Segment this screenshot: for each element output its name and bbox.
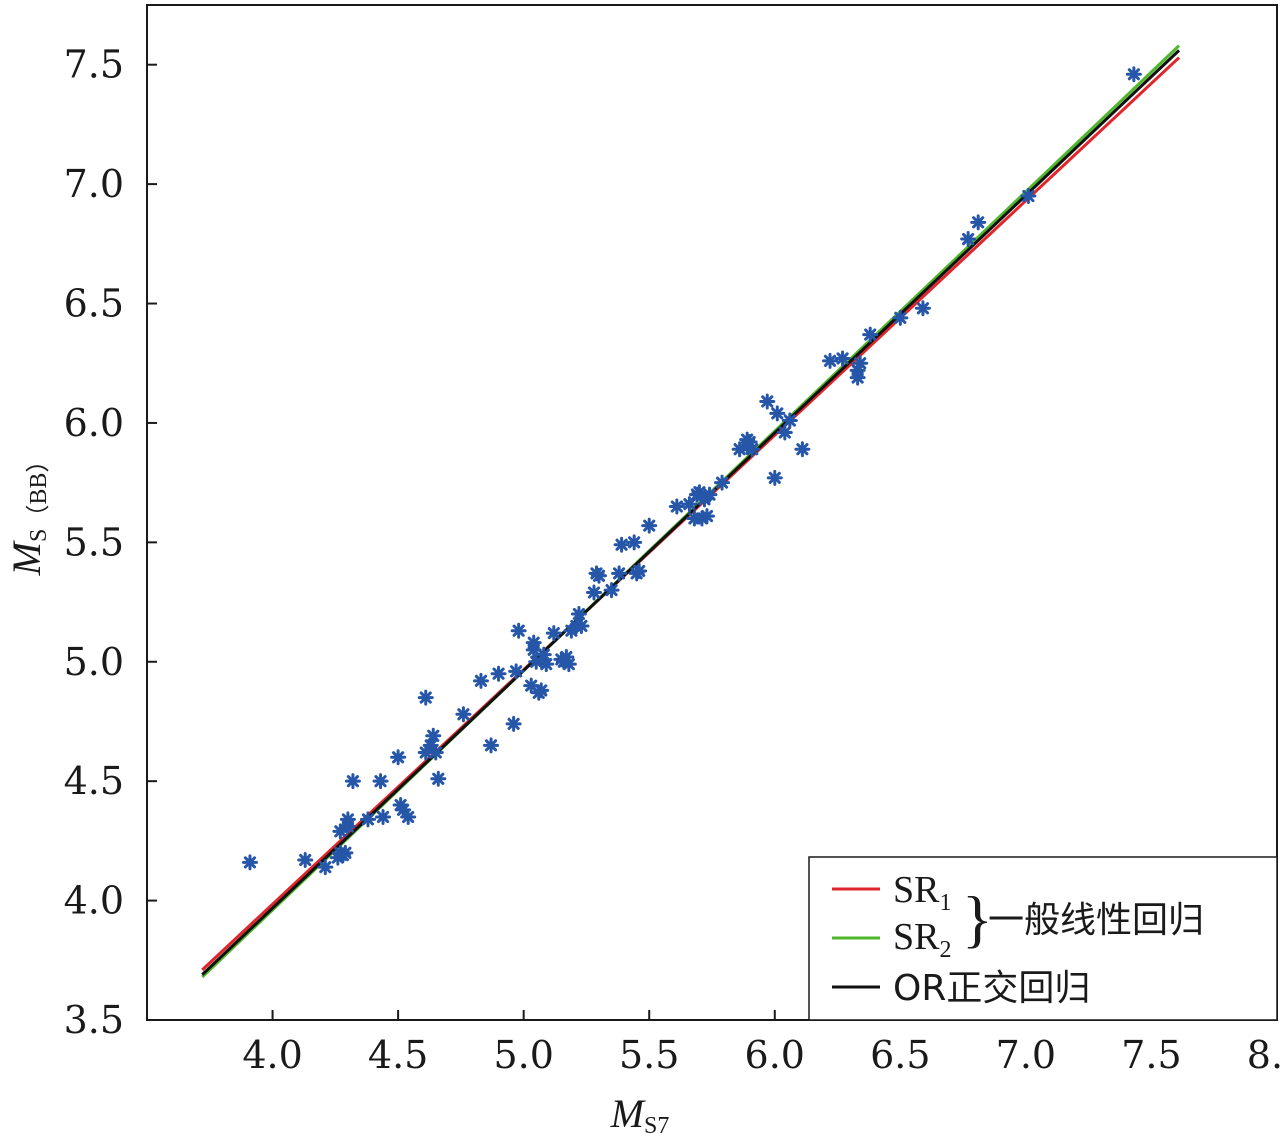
data-point — [297, 851, 314, 868]
data-point — [483, 737, 500, 754]
x-tick-label: 5.0 — [493, 1033, 553, 1077]
data-point — [430, 770, 447, 787]
legend: SR1 SR2 } 一般线性回归 OR正交回归 — [808, 856, 1278, 1021]
y-tick-label: 3.5 — [64, 998, 124, 1042]
data-point — [317, 859, 334, 876]
x-tick-label: 7.5 — [1121, 1033, 1181, 1077]
x-axis-title: MS7 — [610, 1091, 670, 1139]
data-point — [455, 706, 472, 723]
data-point — [560, 656, 577, 673]
data-point — [505, 715, 522, 732]
data-point — [759, 393, 776, 410]
y-tick-label: 7.0 — [64, 162, 124, 206]
data-point — [1125, 66, 1142, 83]
x-tick-label: 6.0 — [745, 1033, 805, 1077]
x-tick-label: 7.0 — [996, 1033, 1056, 1077]
data-point — [641, 517, 658, 534]
data-point — [1020, 188, 1037, 205]
data-point — [538, 656, 555, 673]
x-tick-label: 8.0 — [1247, 1033, 1280, 1077]
data-point — [626, 534, 643, 551]
data-point — [794, 441, 811, 458]
data-point — [417, 689, 434, 706]
data-point — [613, 536, 630, 553]
data-point — [533, 682, 550, 699]
y-tick-label: 7.5 — [64, 43, 124, 87]
data-point — [892, 309, 909, 326]
data-point — [591, 567, 607, 584]
x-tick-label: 4.5 — [368, 1033, 428, 1077]
y-tick-label: 5.5 — [64, 520, 124, 564]
data-point — [344, 773, 361, 790]
data-point — [769, 405, 786, 422]
data-point — [359, 811, 376, 828]
data-point — [914, 300, 931, 317]
y-tick-label: 6.0 — [64, 401, 124, 445]
data-point — [970, 214, 987, 231]
data-point — [510, 622, 527, 639]
y-axis-title: MS（BB） — [4, 449, 52, 577]
data-point — [714, 474, 731, 491]
x-tick-label: 4.0 — [242, 1033, 302, 1077]
data-point — [375, 809, 392, 825]
y-axis-ticks: 3.5 4.0 4.5 5.0 5.5 6.0 6.5 7.0 7.5 — [64, 43, 157, 1042]
data-point — [372, 773, 389, 790]
data-points — [241, 66, 1142, 876]
x-tick-label: 6.5 — [870, 1033, 930, 1077]
data-point — [744, 441, 761, 458]
data-point — [834, 350, 851, 367]
data-point — [425, 727, 442, 744]
legend-label-or: OR正交回归 — [893, 968, 1090, 1009]
data-point — [822, 352, 839, 369]
data-point — [585, 584, 602, 601]
data-point — [390, 749, 407, 766]
data-point — [337, 844, 354, 861]
legend-group-label: 一般线性回归 — [988, 900, 1204, 941]
data-point — [852, 355, 869, 372]
legend-label-sr1: SR1 — [893, 869, 951, 916]
y-tick-label: 5.0 — [64, 640, 124, 684]
data-point — [490, 665, 507, 682]
data-point — [400, 809, 417, 825]
data-point — [508, 663, 525, 680]
data-point — [427, 744, 444, 761]
legend-label-sr2: SR2 — [893, 916, 951, 963]
data-point — [681, 496, 698, 513]
data-point — [241, 854, 258, 871]
data-point — [573, 617, 590, 634]
y-tick-label: 6.5 — [64, 282, 124, 326]
legend-box — [808, 856, 1278, 1021]
data-point — [766, 469, 783, 486]
regression-line-or — [201, 49, 1181, 976]
data-point — [960, 231, 977, 248]
data-point — [611, 565, 628, 582]
plot-frame — [146, 4, 1278, 1021]
y-tick-label: 4.0 — [64, 879, 124, 923]
data-point — [698, 508, 715, 525]
data-point — [472, 672, 489, 689]
legend-brace: } — [962, 883, 993, 954]
data-point — [339, 811, 356, 828]
x-axis-ticks: 4.0 4.5 5.0 5.5 6.0 6.5 7.0 7.5 8.0 — [242, 1010, 1280, 1077]
data-point — [668, 498, 685, 515]
data-point — [570, 606, 587, 622]
x-tick-label: 5.5 — [619, 1033, 679, 1077]
data-point — [603, 582, 620, 599]
data-point — [417, 744, 434, 761]
y-tick-label: 4.5 — [64, 759, 124, 803]
data-point — [776, 424, 793, 441]
data-point — [545, 625, 562, 642]
data-point — [535, 646, 552, 663]
data-point — [862, 326, 879, 343]
data-point — [525, 634, 542, 651]
data-point — [631, 563, 648, 580]
data-point — [701, 486, 718, 503]
data-point — [781, 412, 798, 429]
